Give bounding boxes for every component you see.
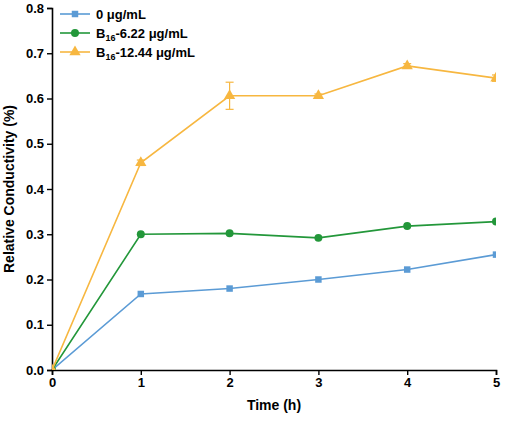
legend: 0 μg/mL B16-6.22 μg/mL B16-12.44 μg/mL bbox=[60, 7, 195, 62]
series bbox=[52, 218, 496, 370]
y-axis-title: Relative Conductivity (%) bbox=[1, 105, 17, 273]
marker bbox=[492, 218, 496, 226]
tick: 0.3 bbox=[26, 227, 52, 242]
tick-label: 1 bbox=[138, 375, 145, 390]
y-axis: 0.0 0.1 0.2 0.3 0.4 0.5 0.6 0.7 0.8 bbox=[26, 1, 53, 378]
marker bbox=[315, 276, 321, 282]
tick: 0.5 bbox=[26, 136, 52, 151]
legend-item: B16-6.22 μg/mL bbox=[60, 26, 188, 43]
marker bbox=[135, 156, 146, 166]
tick: 0.7 bbox=[26, 46, 52, 61]
tick-mark bbox=[47, 370, 52, 371]
tick-label: 5 bbox=[493, 375, 500, 390]
legend-item: B16-12.44 μg/mL bbox=[60, 45, 195, 62]
marker bbox=[314, 234, 322, 242]
series-line bbox=[52, 222, 496, 370]
series bbox=[52, 59, 496, 370]
marker bbox=[404, 266, 410, 272]
marker bbox=[138, 291, 144, 297]
x-axis: 0 1 2 3 4 5 bbox=[49, 370, 500, 390]
legend-marker bbox=[69, 45, 80, 55]
marker bbox=[313, 89, 324, 99]
legend-label: 0 μg/mL bbox=[96, 7, 146, 22]
tick-label: 0.5 bbox=[26, 136, 44, 151]
tick-label: 2 bbox=[226, 375, 233, 390]
marker bbox=[402, 59, 413, 69]
marker bbox=[226, 229, 234, 237]
tick-mark bbox=[47, 325, 52, 326]
marker bbox=[137, 230, 145, 238]
tick: 0.1 bbox=[26, 317, 52, 332]
tick-label: 4 bbox=[404, 375, 412, 390]
tick-label: 3 bbox=[315, 375, 322, 390]
tick-label: 0.3 bbox=[26, 227, 44, 242]
marker bbox=[224, 89, 235, 99]
tick: 5 bbox=[493, 370, 500, 390]
chart: 0 1 2 3 4 5 0.0 0.1 0.2 0.3 0.4 0.5 0.6 0.7 0.8 Time (h… bbox=[0, 0, 510, 424]
tick: 2 bbox=[226, 370, 233, 390]
tick-mark bbox=[47, 53, 52, 54]
tick-label: 0.0 bbox=[26, 363, 44, 378]
tick-mark bbox=[47, 279, 52, 280]
tick-mark bbox=[47, 144, 52, 145]
tick-mark bbox=[47, 98, 52, 99]
marker bbox=[490, 72, 496, 82]
tick: 0 bbox=[49, 370, 56, 390]
tick: 1 bbox=[138, 370, 145, 390]
tick: 4 bbox=[404, 370, 412, 390]
legend-marker bbox=[71, 29, 79, 37]
tick-label: 0.2 bbox=[26, 272, 44, 287]
marker bbox=[493, 251, 496, 257]
series-line bbox=[52, 66, 496, 370]
tick: 3 bbox=[315, 370, 322, 390]
tick-mark bbox=[47, 234, 52, 235]
tick-label: 0.6 bbox=[26, 91, 44, 106]
tick-label: 0.1 bbox=[26, 317, 44, 332]
tick: 0.8 bbox=[26, 1, 52, 16]
tick-label: 0 bbox=[49, 375, 56, 390]
tick-mark bbox=[47, 8, 52, 9]
x-axis-title: Time (h) bbox=[247, 397, 301, 413]
marker bbox=[226, 285, 232, 291]
tick-label: 0.4 bbox=[26, 182, 45, 197]
tick: 0.2 bbox=[26, 272, 52, 287]
legend-item: 0 μg/mL bbox=[60, 7, 146, 22]
tick: 0.6 bbox=[26, 91, 52, 106]
axis-line bbox=[47, 9, 53, 371]
marker bbox=[403, 222, 411, 230]
plot: 0 1 2 3 4 5 0.0 0.1 0.2 0.3 0.4 0.5 0.6 0.7 0.8 bbox=[26, 1, 502, 391]
tick-label: 0.8 bbox=[26, 1, 44, 16]
tick-label: 0.7 bbox=[26, 46, 44, 61]
series-line bbox=[52, 255, 496, 370]
marker bbox=[52, 363, 58, 370]
legend-label: B16-6.22 μg/mL bbox=[96, 26, 188, 43]
tick: 0.0 bbox=[26, 363, 52, 378]
tick: 0.4 bbox=[26, 182, 52, 197]
axis-line bbox=[53, 371, 497, 376]
tick-mark bbox=[47, 189, 52, 190]
marks bbox=[52, 59, 496, 370]
legend-marker bbox=[72, 11, 78, 17]
legend-label: B16-12.44 μg/mL bbox=[96, 45, 195, 62]
